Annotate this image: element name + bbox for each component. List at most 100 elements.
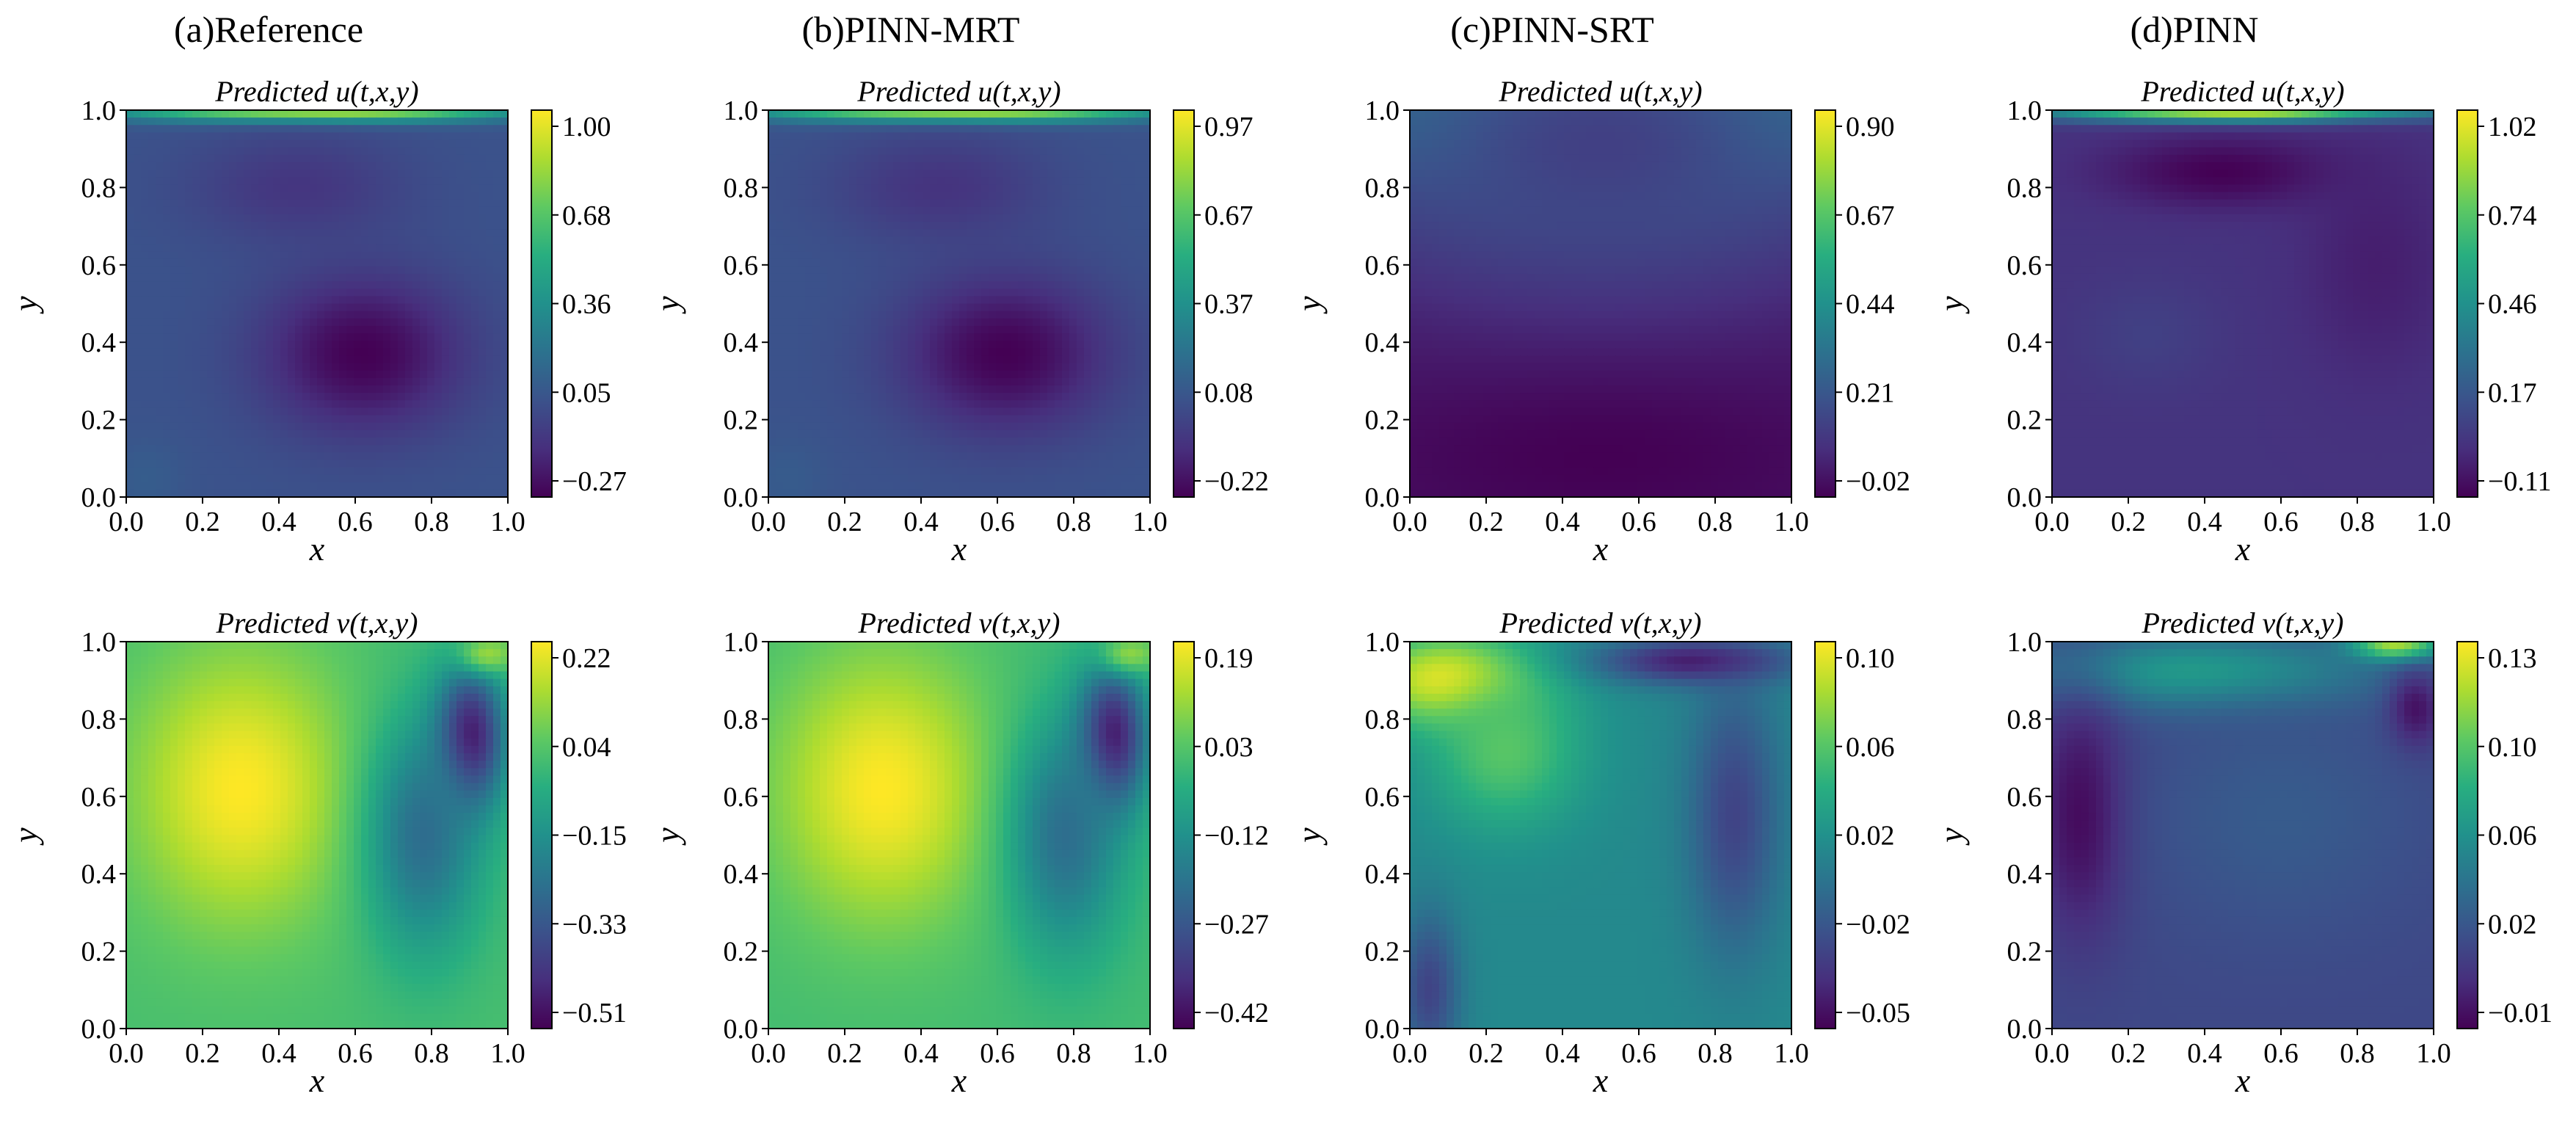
heatmap-cell (163, 370, 171, 379)
heatmap-cell (244, 170, 252, 178)
heatmap-cell (449, 147, 457, 156)
heatmap-cell (273, 244, 281, 253)
heatmap-cell (368, 281, 376, 289)
heatmap-cell (442, 311, 450, 319)
heatmap-cell (295, 333, 303, 341)
heatmap-cell (842, 348, 850, 357)
heatmap-cell (886, 258, 894, 267)
heatmap-cell (834, 377, 843, 386)
heatmap-cell (464, 199, 472, 208)
heatmap-cell (1062, 251, 1070, 260)
heatmap-cell (900, 363, 909, 371)
heatmap-cell (134, 236, 142, 245)
heatmap-cell (266, 489, 274, 498)
heatmap-cell (974, 229, 982, 237)
heatmap-cell (871, 385, 879, 394)
heatmap-cell (1084, 325, 1092, 334)
heatmap-cell (842, 325, 850, 334)
heatmap-cell (1143, 273, 1151, 282)
heatmap-cell (273, 415, 281, 424)
heatmap-cell (383, 273, 391, 282)
heatmap-cell (258, 206, 266, 215)
heatmap-cell (368, 393, 376, 401)
heatmap-cell (768, 311, 776, 319)
heatmap-cell (200, 117, 208, 126)
heatmap-cell (479, 370, 487, 379)
heatmap-cell (1033, 422, 1041, 431)
heatmap-cell (974, 222, 982, 230)
heatmap-cell (368, 489, 376, 498)
heatmap-cell (486, 244, 494, 253)
heatmap-cell (923, 377, 931, 386)
heatmap-cell (178, 333, 186, 341)
heatmap-cell (1011, 407, 1019, 416)
heatmap-cell (981, 125, 989, 133)
heatmap-cell (456, 400, 465, 408)
heatmap-cell (952, 147, 960, 156)
heatmap-cell (1113, 184, 1121, 193)
heatmap-cell (442, 489, 450, 498)
heatmap-cell (295, 422, 303, 431)
heatmap-cell (768, 303, 776, 312)
heatmap-cell (1062, 407, 1070, 416)
heatmap-cell (1106, 170, 1114, 178)
heatmap-cell (434, 199, 443, 208)
heatmap-cell (1113, 177, 1121, 185)
heatmap-cell (163, 429, 171, 438)
heatmap-cell (1121, 363, 1129, 371)
heatmap-cell (930, 206, 938, 215)
heatmap-cell (390, 289, 399, 297)
heatmap-cell (258, 177, 266, 185)
heatmap-cell (412, 355, 421, 364)
heatmap-cell (200, 318, 208, 327)
heatmap-cell (266, 341, 274, 349)
heatmap-cell (200, 489, 208, 498)
heatmap-cell (479, 184, 487, 193)
heatmap-cell (434, 482, 443, 490)
heatmap-cell (214, 460, 222, 468)
heatmap-cell (1143, 415, 1151, 424)
heatmap-cell (790, 154, 798, 163)
heatmap-cell (390, 348, 399, 357)
heatmap-cell (776, 229, 784, 237)
heatmap-cell (1128, 199, 1136, 208)
heatmap-cell (1077, 184, 1085, 193)
heatmap-cell (464, 192, 472, 200)
heatmap-cell (1011, 341, 1019, 349)
heatmap-cell (1047, 355, 1055, 364)
heatmap-cell (354, 177, 362, 185)
heatmap-cell (886, 303, 894, 312)
heatmap-cell (768, 318, 776, 327)
heatmap-cell (442, 110, 450, 118)
heatmap-cell (1055, 273, 1063, 282)
heatmap-cell (273, 147, 281, 156)
heatmap-cell (842, 139, 850, 148)
heatmap-cell (207, 460, 215, 468)
heatmap-cell (996, 110, 1004, 118)
heatmap-cell (420, 281, 428, 289)
heatmap-cell (479, 445, 487, 453)
heatmap-cell (1025, 311, 1033, 319)
heatmap-cell (952, 117, 960, 126)
heatmap-cell (1121, 147, 1129, 156)
heatmap-cell (937, 214, 945, 222)
heatmap-cell (1055, 206, 1063, 215)
heatmap-cell (295, 177, 303, 185)
heatmap-cell (856, 422, 865, 431)
heatmap-cell (1040, 132, 1048, 141)
heatmap-cell (449, 139, 457, 148)
heatmap-cell (288, 177, 296, 185)
heatmap-cell (200, 170, 208, 178)
heatmap-cell (849, 229, 857, 237)
heatmap-cell (945, 385, 953, 394)
heatmap-cell (1055, 400, 1063, 408)
heatmap-cell (361, 162, 369, 170)
heatmap-cell (295, 273, 303, 282)
heatmap-cell (251, 474, 259, 483)
heatmap-cell (258, 363, 266, 371)
heatmap-cell (185, 400, 193, 408)
heatmap-cell (390, 489, 399, 498)
heatmap-cell (1040, 273, 1048, 282)
heatmap-cell (368, 273, 376, 282)
heatmap-cell (427, 139, 435, 148)
